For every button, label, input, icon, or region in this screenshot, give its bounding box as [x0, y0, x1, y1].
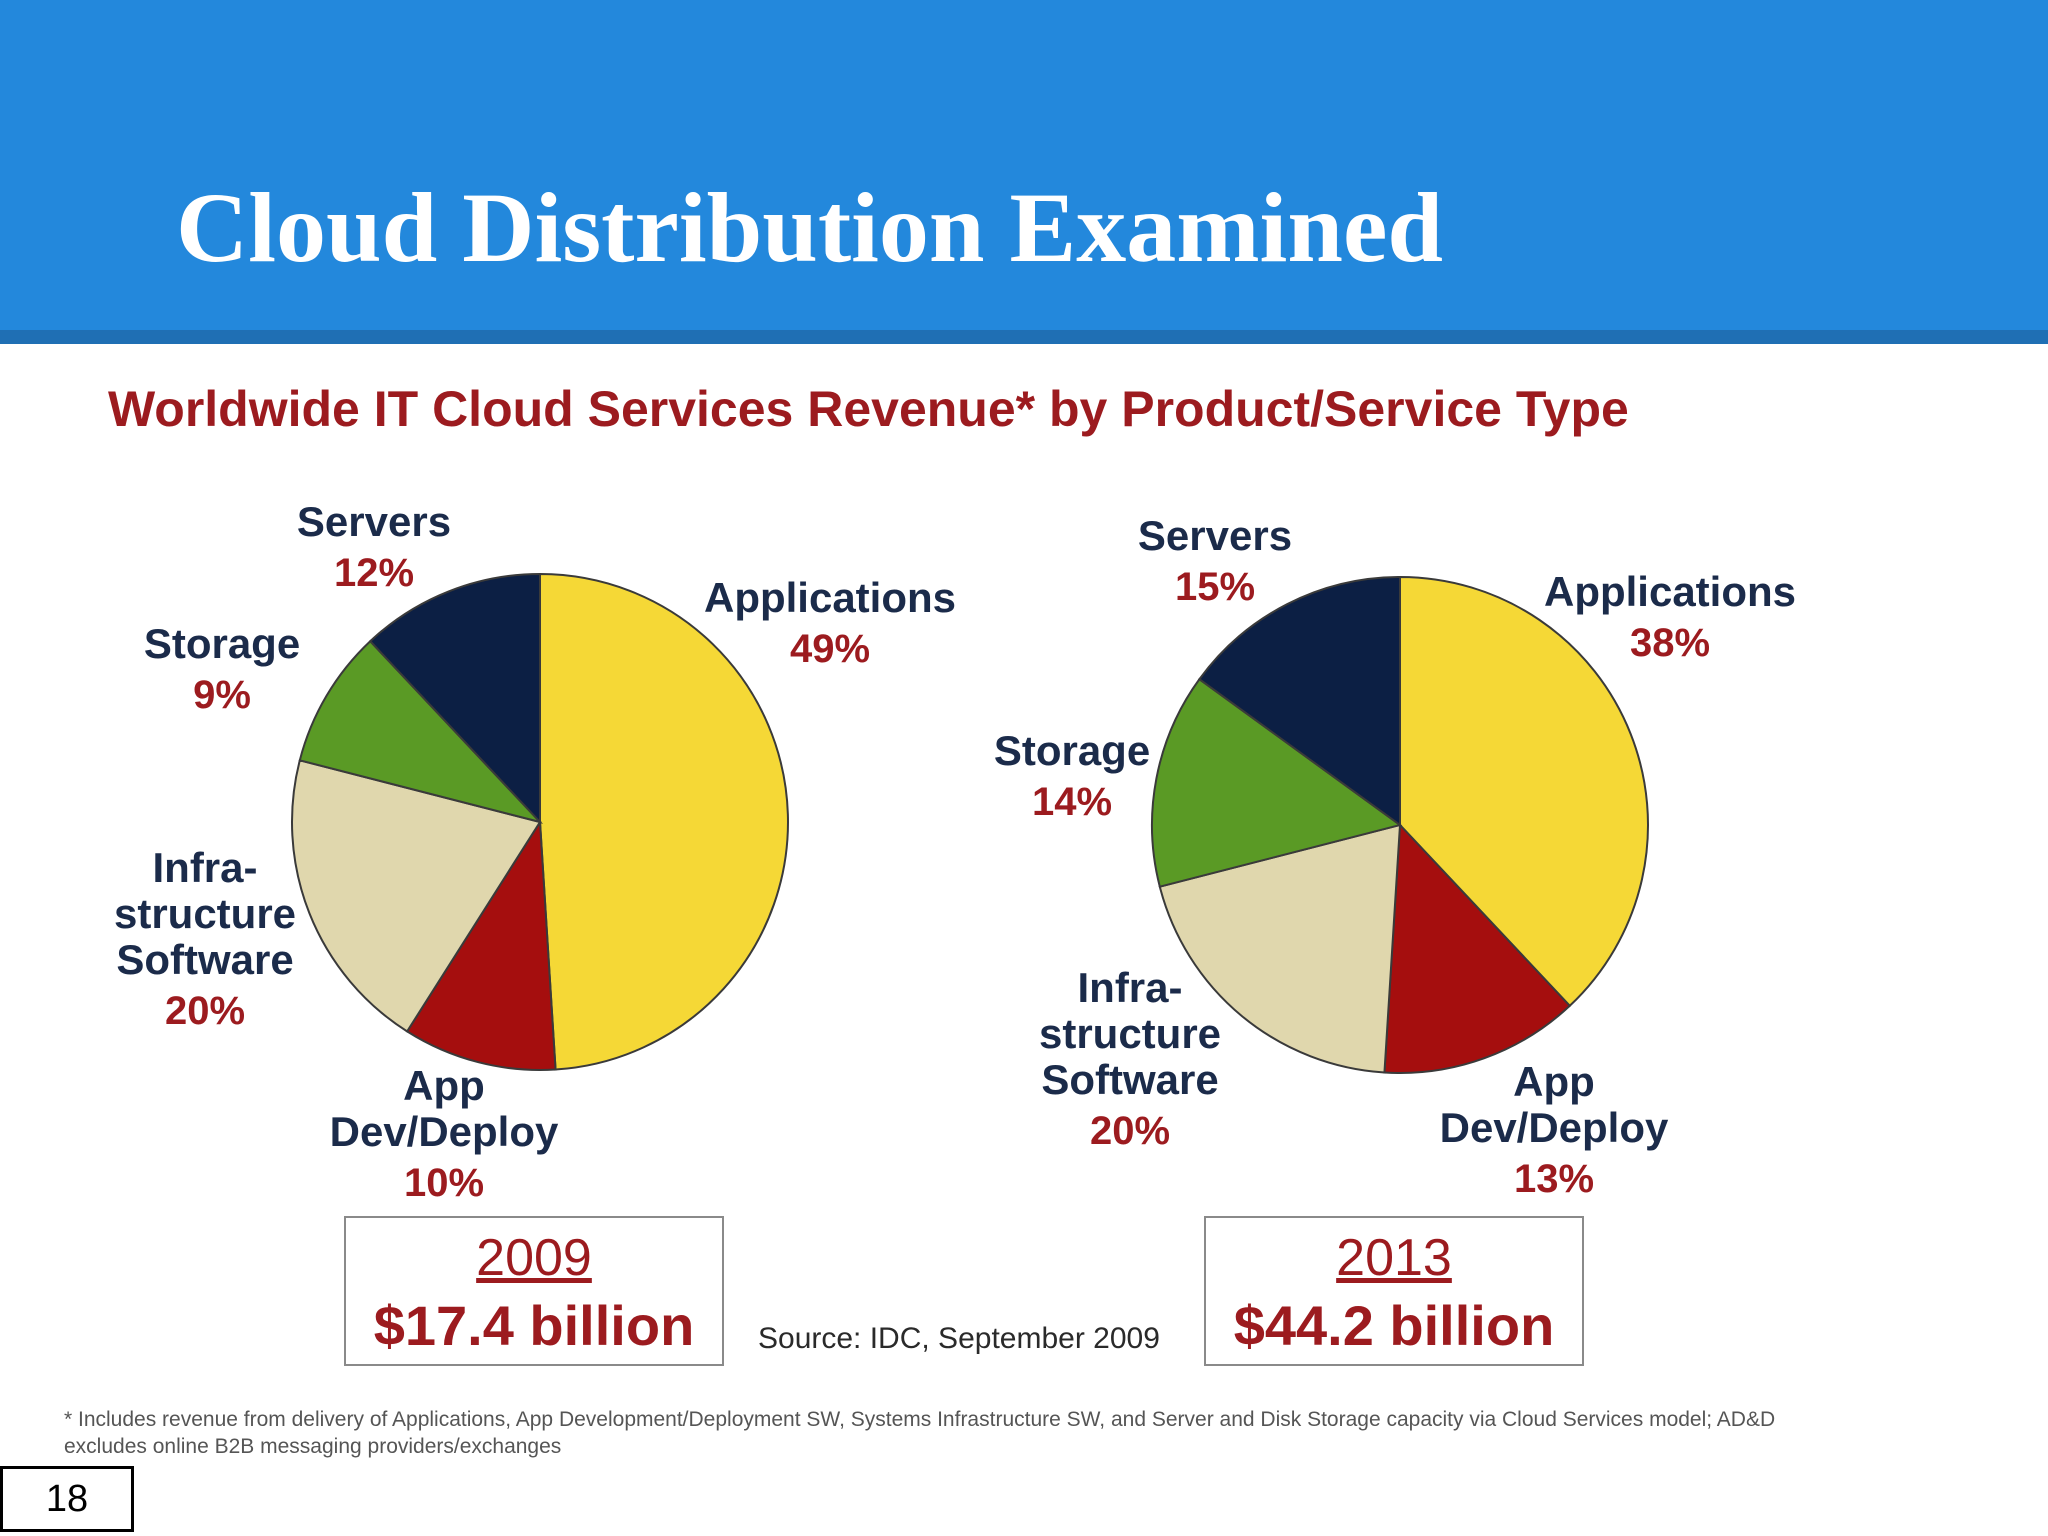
slice-label-percent: 20%: [1090, 1109, 1170, 1153]
slice-label-percent: 12%: [334, 551, 414, 595]
slice-label-2013-storage: Storage 14%: [994, 727, 1150, 824]
slice-label-2013-servers: Servers 15%: [1138, 512, 1292, 609]
year-label-2009: 2009: [476, 1229, 592, 1287]
slice-label-percent: 49%: [790, 627, 870, 671]
slice-label-name: Infra-: [153, 844, 258, 891]
total-amount-2013: $44.2 billion: [1233, 1294, 1555, 1358]
slice-label-2009-servers: Servers 12%: [297, 498, 451, 595]
slice-label-name: Dev/Deploy: [330, 1108, 559, 1155]
footnote: * Includes revenue from delivery of Appl…: [64, 1408, 1776, 1458]
total-box-2013: 2013 $44.2 billion: [1204, 1216, 1584, 1366]
slice-label-percent: 9%: [193, 673, 251, 717]
page-title: Cloud Distribution Examined: [176, 172, 1443, 283]
title-bar: [0, 0, 2048, 330]
slice-label-percent: 20%: [165, 989, 245, 1033]
pie-slice-2009-infrastructure-software: [291, 759, 542, 1033]
slice-label-name: App: [403, 1062, 485, 1109]
pie-slice-2009-applications: [539, 572, 789, 1071]
slice-label-name: Servers: [1138, 512, 1292, 559]
chart-title: Worldwide IT Cloud Services Revenue* by …: [108, 381, 1629, 437]
slice-label-2009-applications: Applications 49%: [704, 574, 956, 671]
slice-label-name: Storage: [994, 727, 1150, 774]
title-bar-stripe: [0, 330, 2048, 344]
pie-slice-2013-applications: [1399, 575, 1649, 1008]
slice-label-name: Infra-: [1078, 964, 1183, 1011]
total-box-2009: 2009 $17.4 billion: [344, 1216, 724, 1366]
pie-slice-2009-app-dev-deploy: [405, 818, 557, 1071]
slice-label-percent: 15%: [1175, 565, 1255, 609]
slice-label-name: Storage: [144, 620, 300, 667]
slice-label-percent: 14%: [1032, 780, 1112, 824]
slice-label-percent: 38%: [1630, 621, 1710, 665]
slice-label-percent: 13%: [1514, 1157, 1594, 1201]
total-amount-2009: $17.4 billion: [373, 1294, 695, 1358]
slice-label-name: Applications: [704, 574, 956, 621]
slice-label-name: structure: [114, 890, 296, 937]
slice-label-name: App: [1513, 1058, 1595, 1105]
slice-label-name: Software: [116, 936, 293, 983]
slice-label-percent: 10%: [404, 1161, 484, 1205]
slice-label-name: Applications: [1544, 568, 1796, 615]
pie-slice-2009-storage: [298, 639, 544, 824]
pie-slice-2013-app-dev-deploy: [1383, 822, 1572, 1074]
pie-slice-2013-infrastructure-software: [1158, 823, 1402, 1074]
slice-label-name: Software: [1041, 1056, 1218, 1103]
source-note: Source: IDC, September 2009: [758, 1322, 1160, 1355]
slice-label-name: structure: [1039, 1010, 1221, 1057]
slice-label-2013-applications: Applications 38%: [1544, 568, 1796, 665]
pie-slice-2013-storage: [1151, 677, 1403, 888]
slice-label-2009-storage: Storage 9%: [144, 620, 300, 717]
slice-label-name: Dev/Deploy: [1440, 1104, 1669, 1151]
pie-slice-2013-servers: [1197, 575, 1401, 827]
slice-label-name: Servers: [297, 498, 451, 545]
page-number: 18: [0, 1466, 134, 1532]
year-label-2013: 2013: [1336, 1229, 1452, 1287]
pie-slice-2009-servers: [368, 572, 541, 825]
